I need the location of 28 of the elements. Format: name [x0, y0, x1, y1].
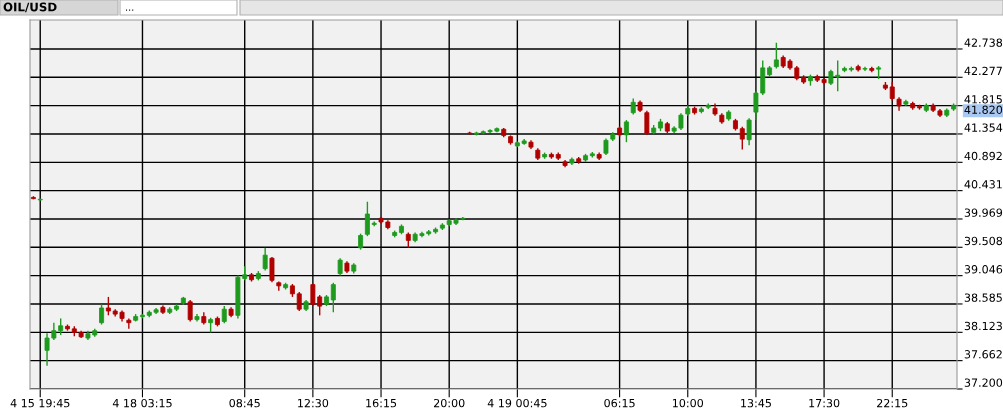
y-tick-label: 42.277: [964, 66, 1002, 75]
x-tick-label: 20:00: [434, 398, 465, 408]
y-tick-label: 41.815: [964, 95, 1002, 104]
y-tick-label: 37.662: [964, 350, 1002, 359]
y-tick-label: 38.123: [964, 321, 1002, 331]
y-tick-label: 40.431: [964, 180, 1002, 189]
x-tick-label: 12:30: [298, 398, 329, 408]
y-tick-label: 39.046: [964, 265, 1003, 274]
y-tick-label: 41.354: [964, 123, 1003, 132]
x-tick-label: 10:00: [672, 398, 704, 408]
x-tick-label: 4 19 00:45: [487, 398, 547, 408]
x-tick-label: 17:30: [809, 398, 840, 408]
y-tick-label: 37.200: [964, 378, 1003, 387]
x-tick-label: 4 15 19:45: [10, 398, 70, 408]
text: 41.820: [964, 105, 1003, 114]
y-tick-label: 39.969: [964, 208, 1003, 217]
chart-title: OIL/USD: [3, 2, 57, 13]
y-tick-label: 39.508: [964, 236, 1003, 246]
text: ...: [126, 9, 134, 11]
y-tick-label: 38.585: [964, 293, 1002, 302]
x-tick-label: 22:15: [877, 398, 908, 408]
y-tick-label: 40.892: [964, 151, 1002, 161]
x-tick-label: 08:45: [229, 398, 260, 408]
x-tick-label: 06:15: [604, 398, 635, 408]
x-tick-label: 13:45: [741, 398, 771, 408]
x-tick-label: 16:15: [366, 398, 397, 408]
x-tick-label: 4 18 03:15: [112, 398, 172, 408]
y-tick-label: 42.738: [964, 38, 1003, 47]
